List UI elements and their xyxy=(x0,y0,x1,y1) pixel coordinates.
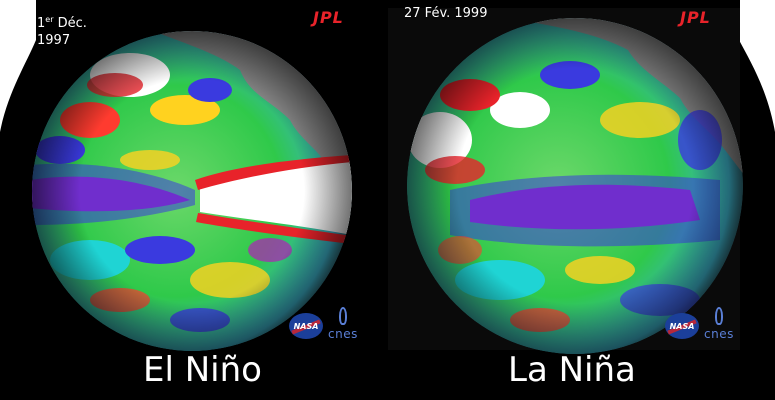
el-nino-globe xyxy=(32,31,352,351)
la-nina-panel: 27 Fév. 1999 JPL NASA cnes La Niña xyxy=(388,0,775,400)
date-label: 1er Déc. 1997 xyxy=(37,15,87,48)
caption-el-nino: El Niño xyxy=(143,350,262,390)
cnes-logo: cnes xyxy=(327,303,367,349)
agency-logos: NASA cnes xyxy=(287,303,369,349)
jpl-logo: JPL xyxy=(313,8,344,27)
caption-la-nina: La Niña xyxy=(508,350,636,390)
date-label: 27 Fév. 1999 xyxy=(404,6,488,21)
nasa-logo: NASA xyxy=(665,313,699,339)
nasa-logo: NASA xyxy=(289,313,323,339)
el-nino-panel: 1er Déc. 1997 JPL NASA cnes El Niño xyxy=(0,0,388,400)
jpl-logo: JPL xyxy=(680,8,711,27)
cnes-logo: cnes xyxy=(703,303,743,349)
agency-logos: NASA cnes xyxy=(663,303,745,349)
